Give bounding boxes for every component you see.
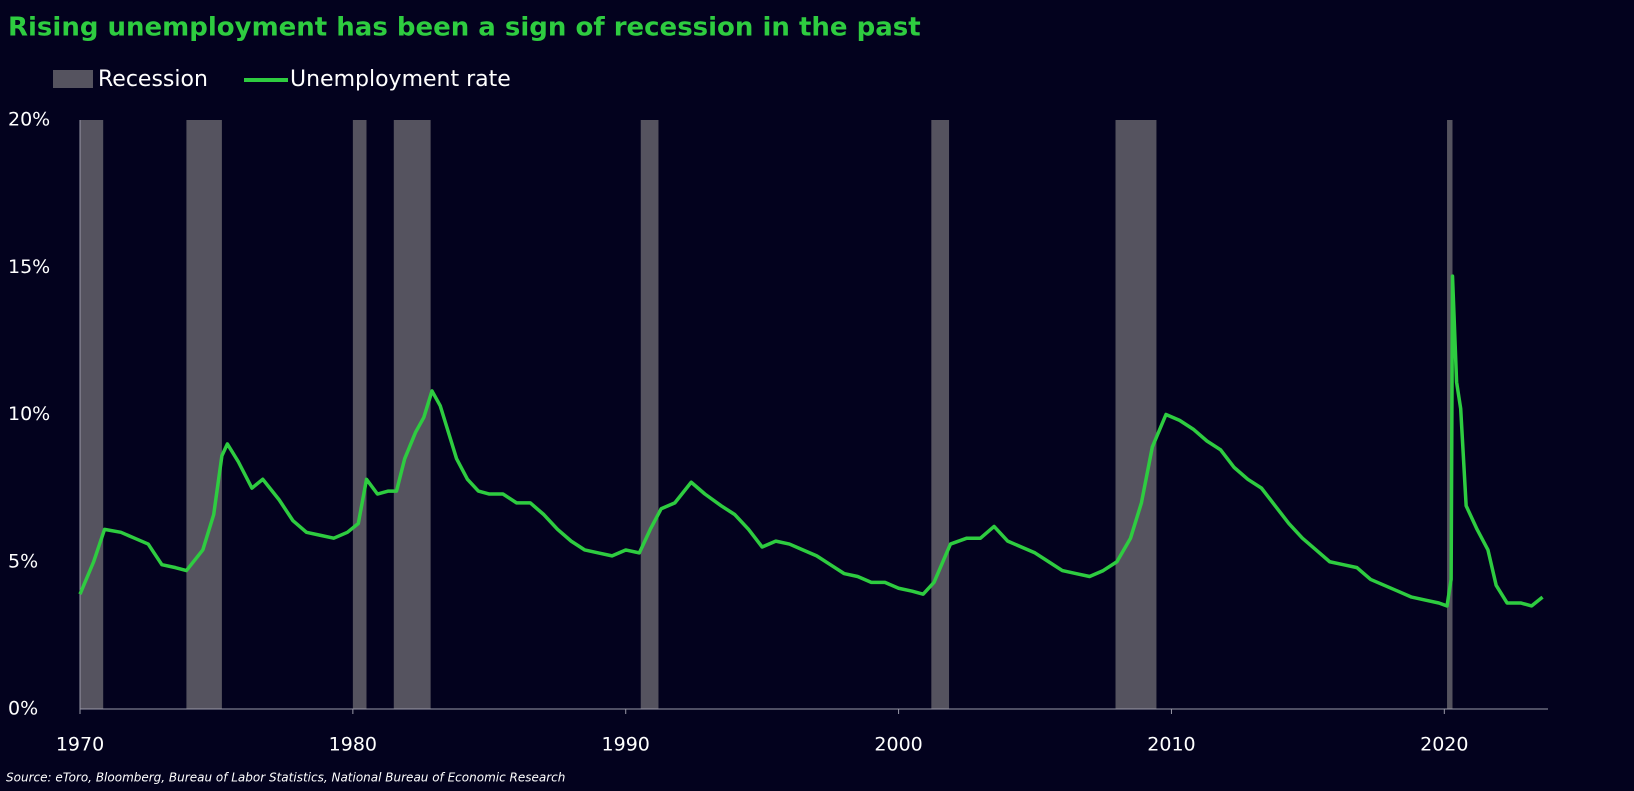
legend: Recession Unemployment rate: [53, 67, 511, 92]
y-tick-label: 20%: [8, 109, 50, 131]
x-tick-label: 2000: [874, 734, 922, 756]
recession-band: [352, 120, 367, 709]
recession-band: [80, 120, 104, 709]
x-tick-label: 1980: [329, 734, 377, 756]
legend-label: Unemployment rate: [290, 67, 511, 92]
y-tick-label: 0%: [8, 698, 38, 720]
x-tick-label: 2020: [1420, 734, 1468, 756]
recession-band: [186, 120, 222, 709]
y-tick-label: 5%: [8, 550, 38, 572]
recession-band: [1115, 120, 1157, 709]
legend-swatch: [53, 70, 93, 88]
recession-band: [640, 120, 659, 709]
chart-title: Rising unemployment has been a sign of r…: [8, 13, 921, 43]
recession-band: [931, 120, 950, 709]
recession-band: [1447, 120, 1453, 709]
x-tick-label: 2010: [1147, 734, 1195, 756]
x-tick-label: 1990: [602, 734, 650, 756]
unemployment-line: [78, 274, 1544, 608]
source-note: Source: eToro, Bloomberg, Bureau of Labo…: [6, 771, 565, 785]
y-tick-label: 15%: [8, 256, 50, 278]
legend-label: Recession: [98, 67, 208, 92]
y-tick-label: 10%: [8, 403, 50, 425]
x-tick-label: 1970: [56, 734, 104, 756]
